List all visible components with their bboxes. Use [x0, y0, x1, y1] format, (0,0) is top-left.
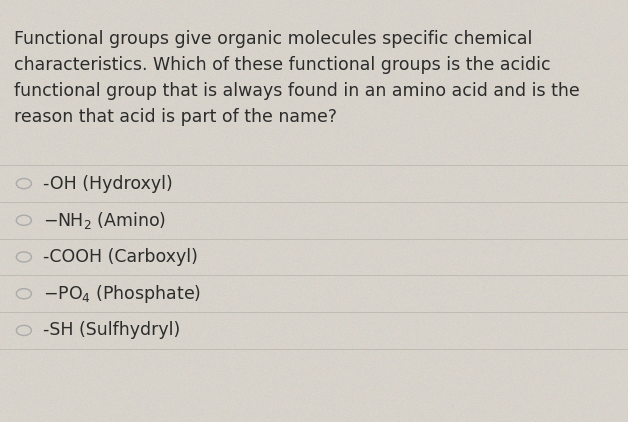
Text: Functional groups give organic molecules specific chemical: Functional groups give organic molecules…	[14, 30, 532, 48]
Text: -SH (Sulfhydryl): -SH (Sulfhydryl)	[43, 322, 180, 339]
Text: $-$NH$_2$ (Amino): $-$NH$_2$ (Amino)	[43, 210, 166, 231]
Text: reason that acid is part of the name?: reason that acid is part of the name?	[14, 108, 337, 126]
Text: $-$PO$_4$ (Phosphate): $-$PO$_4$ (Phosphate)	[43, 283, 201, 305]
Text: characteristics. Which of these functional groups is the acidic: characteristics. Which of these function…	[14, 56, 550, 74]
Text: functional group that is always found in an amino acid and is the: functional group that is always found in…	[14, 82, 580, 100]
Text: -COOH (Carboxyl): -COOH (Carboxyl)	[43, 248, 198, 266]
Text: -OH (Hydroxyl): -OH (Hydroxyl)	[43, 175, 173, 192]
